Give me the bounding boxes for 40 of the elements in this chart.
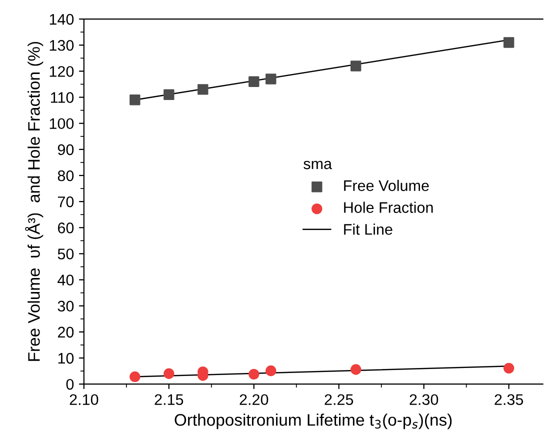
- y-tick-label: 120: [50, 66, 74, 77]
- y-tick-label: 110: [51, 92, 74, 103]
- point: [164, 89, 174, 100]
- point: [503, 362, 514, 374]
- point: [350, 60, 362, 72]
- x-tick-label: 2.10: [70, 394, 98, 406]
- y-tick-label: 100: [50, 118, 74, 130]
- point: [130, 371, 140, 382]
- x-tick-label: 2.25: [324, 394, 354, 406]
- y-axis-title: Free Volume υf (Å³) and Hole Fraction (%): [25, 42, 44, 361]
- point: [164, 368, 174, 380]
- legend-label: Free Volume: [344, 180, 429, 192]
- legend-label: Hole Fraction: [344, 202, 433, 213]
- y-tick-label: 30: [58, 300, 74, 312]
- legend-title: sma: [304, 160, 332, 170]
- x-tick-label: 2.35: [494, 394, 524, 406]
- x-tick-label: 2.20: [240, 394, 268, 406]
- y-tick-label: 0: [66, 378, 74, 390]
- point: [266, 74, 276, 84]
- y-tick-label: 10: [58, 352, 74, 364]
- y-tick-label: 20: [58, 326, 74, 338]
- point: [350, 364, 362, 375]
- y-tick-label: 50: [58, 248, 74, 260]
- point: [248, 76, 260, 87]
- x-tick-label: 2.30: [410, 394, 438, 406]
- y-tick-label: 70: [58, 196, 74, 208]
- point: [248, 368, 260, 380]
- point: [198, 84, 208, 95]
- legend-label: Fit Line: [344, 224, 392, 235]
- y-tick-label: 130: [50, 40, 74, 51]
- y-tick-label: 90: [58, 144, 74, 156]
- point: [130, 94, 140, 106]
- y-tick-label: 80: [58, 170, 74, 182]
- point: [503, 37, 514, 48]
- x-tick-label: 2.15: [154, 394, 184, 406]
- y-tick-label: 60: [58, 222, 74, 234]
- y-tick-label: 40: [58, 274, 74, 286]
- point: [266, 365, 276, 376]
- y-tick-label: 140: [50, 14, 74, 25]
- x-axis-title: Orthopositronium Lifetime t$_{3}$(o-p$_{s}$)(ns): [174, 414, 452, 430]
